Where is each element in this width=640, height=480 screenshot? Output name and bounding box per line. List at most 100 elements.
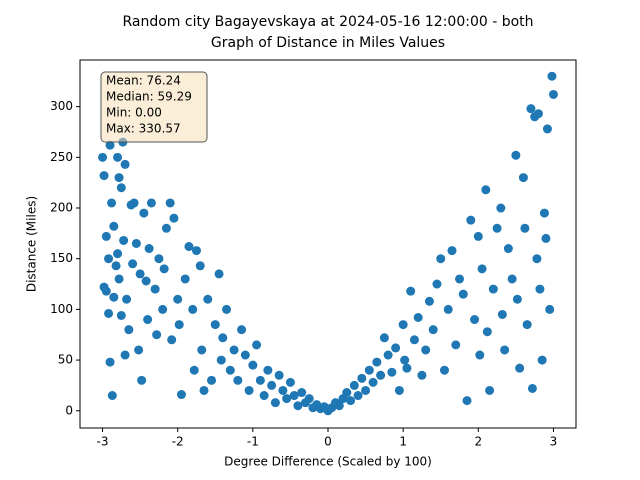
scatter-point [146, 198, 156, 208]
scatter-point [473, 231, 483, 241]
scatter-point [144, 244, 154, 254]
scatter-point [289, 391, 299, 401]
scatter-point [533, 109, 543, 119]
scatter-point [475, 350, 485, 360]
scatter-point [432, 279, 442, 289]
scatter-point [511, 150, 521, 160]
scatter-point [128, 259, 138, 269]
scatter-point [191, 246, 201, 256]
scatter-point [216, 355, 226, 365]
scatter-point [512, 294, 522, 304]
scatter-point [161, 223, 171, 233]
scatter-point [488, 284, 498, 294]
scatter-point [346, 396, 356, 406]
scatter-point [99, 171, 109, 181]
scatter-point [462, 396, 472, 406]
stats-text: Median: 59.29 [106, 90, 192, 104]
scatter-point [180, 274, 190, 284]
scatter-point [197, 345, 207, 355]
scatter-point [114, 274, 124, 284]
scatter-point [391, 343, 401, 353]
scatter-point [109, 221, 119, 231]
scatter-point [545, 304, 555, 314]
scatter-point [189, 365, 199, 375]
scatter-point [237, 325, 247, 335]
scatter-point [119, 235, 129, 245]
scatter-point [120, 350, 130, 360]
x-tick-label: 0 [324, 435, 332, 449]
scatter-point [278, 385, 288, 395]
scatter-point [274, 370, 284, 380]
scatter-point [520, 223, 530, 233]
scatter-point [541, 233, 551, 243]
y-tick-label: 100 [50, 302, 73, 316]
scatter-point [400, 355, 410, 365]
scatter-point [466, 215, 476, 225]
scatter-point [409, 335, 419, 345]
scatter-point [436, 254, 446, 264]
scatter-point [443, 304, 453, 314]
scatter-point [143, 315, 153, 325]
scatter-point [101, 231, 111, 241]
scatter-point [154, 254, 164, 264]
scatter-point [105, 357, 115, 367]
scatter-point [424, 296, 434, 306]
scatter-point [522, 320, 532, 330]
scatter-point [297, 388, 307, 398]
scatter-point [113, 249, 123, 259]
scatter-point [447, 246, 457, 256]
scatter-point [135, 269, 145, 279]
scatter-point [248, 360, 258, 370]
scatter-point [364, 365, 374, 375]
scatter-point [470, 315, 480, 325]
scatter-point [233, 375, 243, 385]
scatter-point [210, 320, 220, 330]
y-tick-label: 50 [58, 353, 73, 367]
scatter-point [458, 289, 468, 299]
scatter-point [131, 238, 141, 248]
scatter-point [104, 308, 114, 318]
scatter-point [413, 312, 423, 322]
scatter-point [199, 385, 209, 395]
scatter-point [361, 385, 371, 395]
y-tick-label: 250 [50, 150, 73, 164]
scatter-point [515, 363, 525, 373]
scatter-point [255, 375, 265, 385]
scatter-point [421, 345, 431, 355]
scatter-point [129, 198, 139, 208]
scatter-point [169, 213, 179, 223]
scatter-point [402, 363, 412, 373]
scatter-point [207, 375, 217, 385]
scatter-point [116, 183, 126, 193]
scatter-point [526, 104, 536, 114]
scatter-point [451, 340, 461, 350]
scatter-point [167, 335, 177, 345]
stats-box [100, 71, 208, 143]
scatter-point [285, 377, 295, 387]
y-tick-label: 300 [50, 99, 73, 113]
scatter-point [477, 264, 487, 274]
scatter-point [353, 391, 363, 401]
scatter-point [535, 284, 545, 294]
y-tick-label: 0 [65, 403, 73, 417]
x-tick-label: -2 [172, 435, 184, 449]
scatter-point [120, 159, 130, 169]
scatter-point [137, 375, 147, 385]
scatter-point [240, 350, 250, 360]
scatter-point [111, 261, 121, 271]
scatter-point [500, 345, 510, 355]
x-tick-label: 1 [399, 435, 407, 449]
scatter-point [532, 254, 542, 264]
scatter-point [107, 391, 117, 401]
scatter-point [387, 367, 397, 377]
scatter-point [116, 310, 126, 320]
scatter-point [104, 254, 114, 264]
scatter-point [497, 309, 507, 319]
scatter-point [214, 269, 224, 279]
scatter-point [158, 304, 168, 314]
chart-title: Random city Bagayevskaya at 2024-05-16 1… [122, 14, 533, 30]
scatter-point [114, 173, 124, 183]
scatter-point [113, 152, 123, 162]
stats-text: Min: 0.00 [106, 106, 162, 120]
x-tick-label: -1 [247, 435, 259, 449]
